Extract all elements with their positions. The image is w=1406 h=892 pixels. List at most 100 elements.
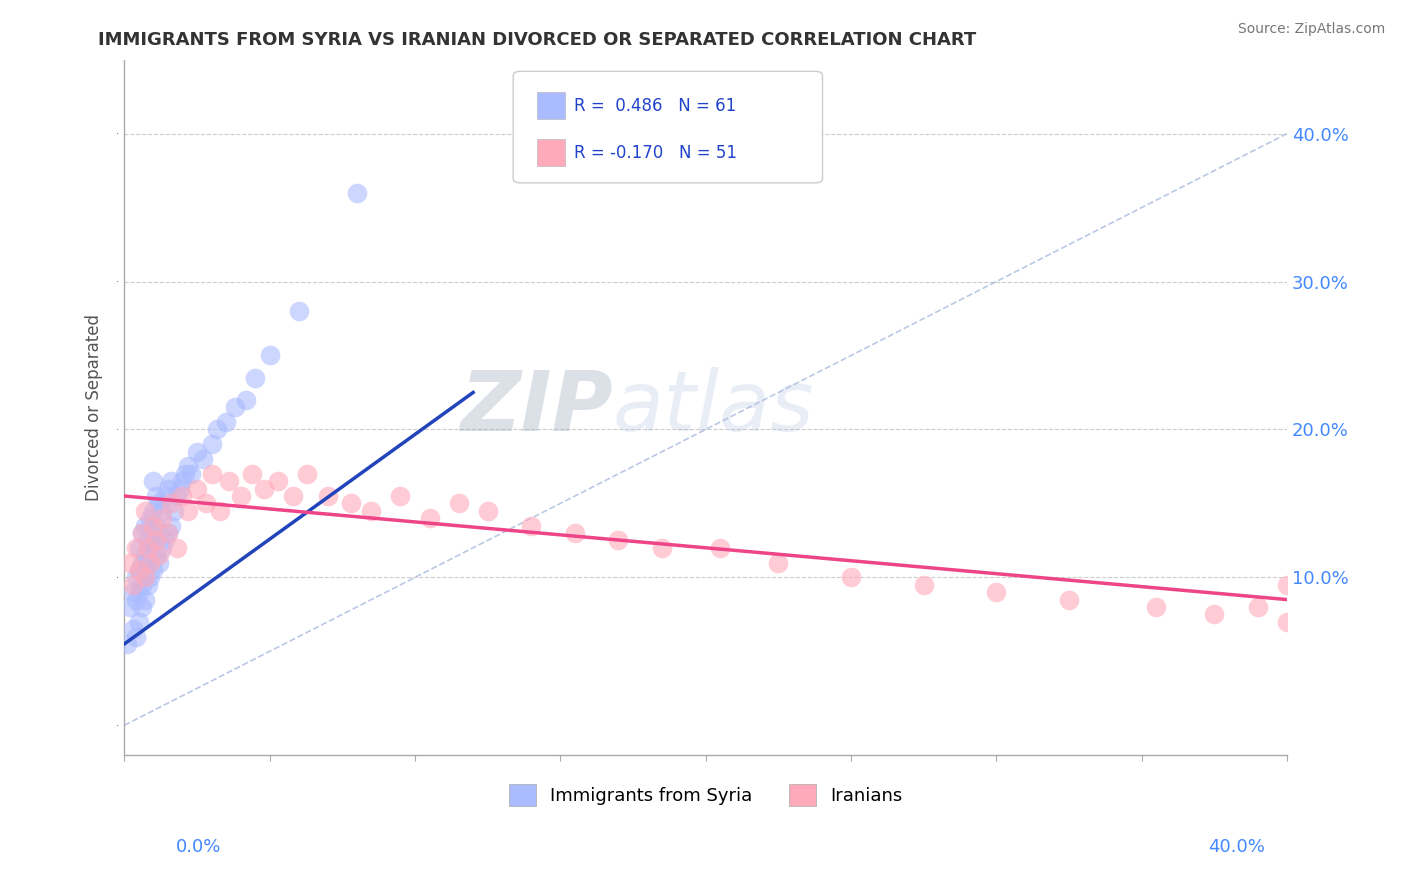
Point — [156, 482, 179, 496]
Point — [145, 518, 167, 533]
Point — [128, 585, 150, 599]
Point — [477, 504, 499, 518]
Point — [177, 459, 200, 474]
Point — [180, 467, 202, 481]
Text: 0.0%: 0.0% — [176, 838, 221, 855]
Point — [259, 349, 281, 363]
Point — [281, 489, 304, 503]
Point — [150, 511, 173, 525]
Point — [136, 578, 159, 592]
Point — [215, 415, 238, 429]
Point — [159, 496, 181, 510]
Point — [520, 518, 543, 533]
Point — [120, 556, 142, 570]
Point — [131, 599, 153, 614]
Point — [287, 304, 309, 318]
Point — [709, 541, 731, 555]
Point — [148, 556, 170, 570]
Point — [159, 474, 181, 488]
Point — [128, 563, 150, 577]
Point — [142, 474, 165, 488]
Point — [172, 489, 194, 503]
Point — [1057, 592, 1080, 607]
Point — [1275, 615, 1298, 629]
Text: Source: ZipAtlas.com: Source: ZipAtlas.com — [1237, 22, 1385, 37]
Point — [125, 541, 148, 555]
Point — [131, 556, 153, 570]
Point — [120, 599, 142, 614]
Point — [768, 556, 790, 570]
Point — [156, 526, 179, 541]
Text: R =  0.486   N = 61: R = 0.486 N = 61 — [574, 96, 735, 114]
Point — [191, 452, 214, 467]
Point — [134, 518, 156, 533]
Point — [166, 541, 188, 555]
Point — [200, 437, 222, 451]
Point — [207, 422, 229, 436]
Point — [418, 511, 440, 525]
Text: R = -0.170   N = 51: R = -0.170 N = 51 — [574, 144, 737, 161]
Point — [136, 541, 159, 555]
Point — [153, 489, 176, 503]
Point — [839, 570, 862, 584]
Point — [229, 489, 252, 503]
Point — [142, 518, 165, 533]
Point — [1144, 599, 1167, 614]
Text: 40.0%: 40.0% — [1209, 838, 1265, 855]
Point — [131, 526, 153, 541]
Point — [150, 541, 173, 555]
Point — [134, 504, 156, 518]
Point — [156, 526, 179, 541]
Point — [169, 482, 191, 496]
Point — [128, 541, 150, 555]
Point — [142, 504, 165, 518]
Point — [145, 533, 167, 548]
Point — [564, 526, 586, 541]
Point — [128, 615, 150, 629]
Point — [153, 533, 176, 548]
Legend: Immigrants from Syria, Iranians: Immigrants from Syria, Iranians — [499, 775, 911, 815]
Point — [240, 467, 263, 481]
Point — [218, 474, 240, 488]
Point — [235, 392, 257, 407]
Point — [297, 467, 319, 481]
Point — [651, 541, 673, 555]
Point — [177, 504, 200, 518]
Point — [340, 496, 363, 510]
Point — [447, 496, 470, 510]
Point — [172, 474, 194, 488]
Text: atlas: atlas — [613, 367, 814, 448]
Point — [166, 489, 188, 503]
Point — [142, 533, 165, 548]
Point — [912, 578, 935, 592]
Point — [139, 570, 162, 584]
Point — [174, 467, 197, 481]
Point — [145, 548, 167, 562]
Point — [1247, 599, 1270, 614]
Point — [128, 563, 150, 577]
Point — [360, 504, 382, 518]
Point — [131, 578, 153, 592]
Point — [139, 511, 162, 525]
Point — [346, 186, 368, 200]
Point — [1275, 578, 1298, 592]
Point — [139, 541, 162, 555]
Point — [209, 504, 232, 518]
Point — [186, 482, 208, 496]
Point — [136, 533, 159, 548]
Point — [389, 489, 412, 503]
Point — [148, 496, 170, 510]
Point — [131, 526, 153, 541]
Point — [316, 489, 339, 503]
Point — [134, 592, 156, 607]
Point — [148, 548, 170, 562]
Point — [159, 518, 181, 533]
Point — [150, 504, 173, 518]
Point — [186, 444, 208, 458]
Point — [134, 548, 156, 562]
Point — [125, 570, 148, 584]
Point — [243, 370, 266, 384]
Point — [1204, 607, 1226, 622]
Point — [200, 467, 222, 481]
Y-axis label: Divorced or Separated: Divorced or Separated — [86, 314, 103, 500]
